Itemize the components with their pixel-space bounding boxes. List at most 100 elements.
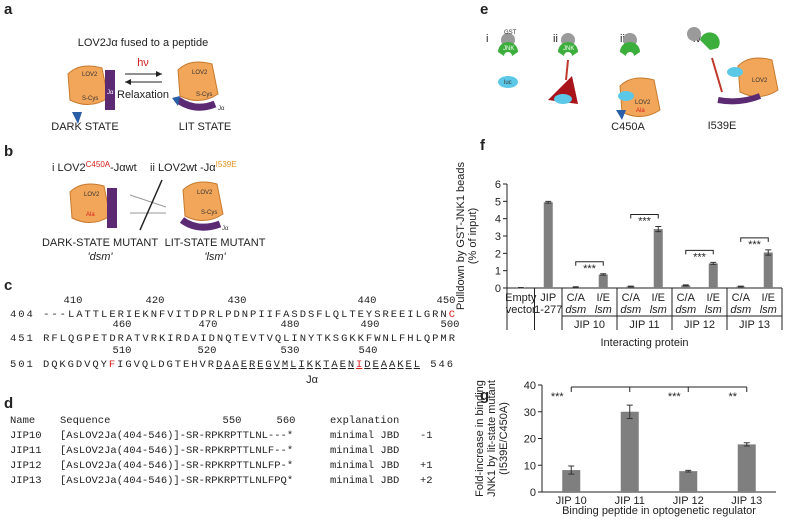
y-tick-label: 1 [495,266,501,278]
x-tick-label: JIP [540,292,556,304]
icon-label: LOV2 [197,190,213,196]
sequence-line: 501 DQKGDVQY F IGVQLDGTEHVR DAAEREGVMLIKKTA… [10,359,453,371]
state-label: 'lsm' [204,251,226,263]
x-tick-label: C/A [567,292,586,304]
x-tick-label: I/E [652,292,665,304]
panel-label: g [480,387,489,404]
significance-bracket [740,237,769,242]
icon-label: Jα [107,90,114,96]
icon-label: Jα [218,106,225,112]
sequence-table: Name Sequence 550 560 explanation JIP10 [AsLOV… [10,415,433,487]
significance-label: *** [693,251,707,263]
table-cell: [AsLOV2Ja(404-546)]-SR-RPKRPTTLNLF--* [60,445,293,457]
error-bar [626,404,633,419]
significance-label: ** [728,391,737,403]
icon-label: JNK [563,46,574,52]
table-header: Sequence [60,415,110,427]
light-label: hν [137,57,149,69]
y-axis-title: (I539E/C450A) [498,402,510,475]
arrow [125,79,131,85]
x-tick-label: lsm [595,304,612,316]
residue-number: 480 [281,319,300,331]
residue-number: 420 [146,295,165,307]
x-tick-label: dsm [675,304,696,316]
significance-label: *** [551,391,565,403]
significance-label: *** [748,239,762,251]
significance-label: *** [638,215,652,227]
residue-number: 460 [113,319,132,331]
bar [653,229,663,288]
x-tick-label: JIP 11 [615,495,645,507]
y-tick-label: 6 [495,179,501,191]
table-header: Name [10,415,35,427]
arrow [156,71,162,77]
significance-label: *** [668,391,682,403]
residue-number: 510 [113,345,132,357]
mutant-label: C450A [611,121,645,133]
significance-label: *** [583,263,597,275]
x-tick-label: I/E [707,292,720,304]
x-tick-label: dsm [730,304,751,316]
table-cell: JIP11 [10,445,42,457]
panel-label: f [480,137,486,154]
table-header: 550 [223,415,242,427]
sequence-line: 451 RFLQGPETDRATVRKIRDAIDNQTEVTVQLINYTKS… [10,333,456,345]
error-bar [572,286,579,288]
residue-number: 470 [199,319,218,331]
x-axis-title: Interacting protein [600,337,688,349]
state-label: 'dsm' [88,251,114,263]
y-tick-label: 5 [495,196,501,208]
ja-helix [175,97,217,111]
x-tick-label: I/E [762,292,775,304]
icon-label: S-Cys [196,92,212,98]
x-tick-label: I/E [597,292,610,304]
x-tick-label: dsm [565,304,586,316]
icon-label: S-Cys [82,96,98,102]
table-cell: minimal JBD [330,430,399,442]
y-tick-label: 4 [495,214,501,226]
icon-label: LOV2 [82,72,98,78]
residue-number: 530 [281,345,300,357]
bar [708,263,718,288]
x-tick-label: dsm [620,304,641,316]
y-tick-label: 0 [495,283,501,295]
bar [679,471,698,492]
residue-number: 440 [358,295,377,307]
y-tick-label: 0 [530,487,536,499]
pulldown-schemes [498,27,779,120]
x-tick-label: C/A [622,292,641,304]
error-bar [685,469,692,473]
significance-bracket [630,213,659,219]
icon-label: GST [504,30,517,36]
x-tick-label: JIP 10 [556,495,587,507]
y-axis-title: Fold-increase in binding [474,380,486,497]
error-bar [737,285,744,288]
table-cell: -1 [420,430,433,442]
table-cell: [AsLOV2Ja(404-546)]-SR-RPKRPTTLNLFP-* [60,460,293,472]
group-label: JIP 12 [684,319,715,331]
x-tick-label: C/A [677,292,696,304]
part-label: i [486,33,488,45]
x-tick-label: lsm [760,304,777,316]
bar [620,411,639,492]
residue-number: 520 [198,345,217,357]
part-label: ii [553,33,558,45]
ja-helix [105,70,115,110]
y-axis-title: JNK1 by lit-state mutant [486,380,498,497]
mutant-label: I539E [708,120,737,132]
panel-label: b [4,143,13,160]
bar [543,202,553,288]
helix-label: Jα [306,374,319,386]
bar [562,470,581,492]
y-tick-label: 10 [524,460,536,472]
state-label: LIT-STATE MUTANT [165,237,266,249]
icon-label: LOV2 [752,78,768,84]
icon-label: JNK [503,46,514,52]
icon-label: Jα [222,226,229,232]
state-label: DARK STATE [51,121,118,133]
x-tick-label: vector [506,304,536,316]
error-bar [765,249,772,256]
residue-number: 490 [361,319,380,331]
x-axis-title: Binding peptide in optogenetic regulator [562,505,756,517]
residue-number: 430 [228,295,247,307]
